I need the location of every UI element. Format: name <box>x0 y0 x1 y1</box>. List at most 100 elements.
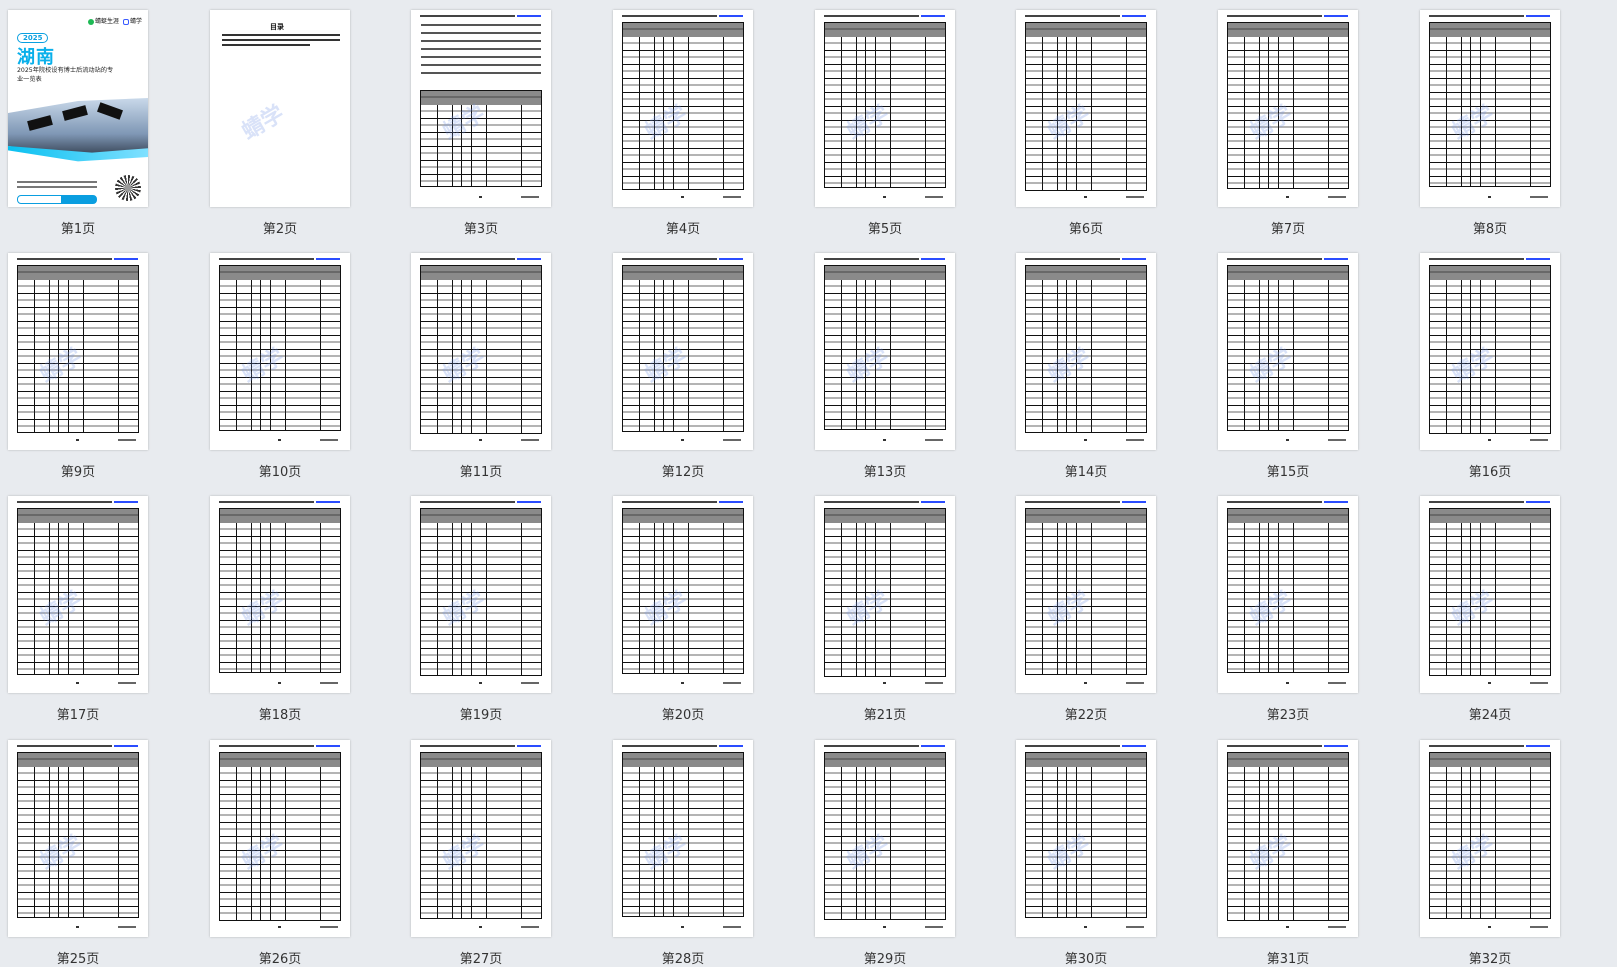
page-label[interactable]: 第19页 <box>459 708 503 723</box>
page-label[interactable]: 第31页 <box>1266 952 1310 967</box>
page-label[interactable]: 第29页 <box>863 952 907 967</box>
page-label[interactable]: 第26页 <box>258 952 302 967</box>
page-thumbnail-26[interactable]: 蜻学 <box>210 740 350 937</box>
page-thumbnail-18[interactable]: 蜻学 <box>210 496 350 693</box>
data-table <box>420 90 542 187</box>
brand-logo-icon <box>87 18 94 25</box>
page-thumbnail-15[interactable]: 蜻学 <box>1218 253 1358 450</box>
page-thumbnail-10[interactable]: 蜻学 <box>210 253 350 450</box>
page-thumbnail-21[interactable]: 蜻学 <box>815 496 955 693</box>
page-label[interactable]: 第24页 <box>1468 708 1512 723</box>
page-thumbnail-11[interactable]: 蜻学 <box>411 253 551 450</box>
cover-year: 2025 <box>17 33 49 43</box>
page-label[interactable]: 第18页 <box>258 708 302 723</box>
page-thumbnail-17[interactable]: 蜻学 <box>8 496 148 693</box>
page-label[interactable]: 第3页 <box>463 222 499 237</box>
page-label[interactable]: 第17页 <box>56 708 100 723</box>
data-table <box>1025 508 1147 675</box>
page-label[interactable]: 第7页 <box>1270 222 1306 237</box>
data-table <box>420 508 542 676</box>
contact-pill <box>17 195 97 204</box>
data-table <box>622 752 744 917</box>
page-label[interactable]: 第20页 <box>661 708 705 723</box>
page-label[interactable]: 第2页 <box>262 222 298 237</box>
page-label[interactable]: 第22页 <box>1064 708 1108 723</box>
cover-province: 湖南 <box>17 47 55 68</box>
page-thumbnail-9[interactable]: 蜻学 <box>8 253 148 450</box>
page-thumbnail-12[interactable]: 蜻学 <box>613 253 753 450</box>
data-table <box>219 752 341 921</box>
page-label[interactable]: 第10页 <box>258 465 302 480</box>
page-thumbnail-13[interactable]: 蜻学 <box>815 253 955 450</box>
page-label[interactable]: 第27页 <box>459 952 503 967</box>
page-thumbnail-7[interactable]: 蜻学 <box>1218 10 1358 207</box>
page-thumbnail-23[interactable]: 蜻学 <box>1218 496 1358 693</box>
data-table <box>1227 508 1349 673</box>
cover-brand: 蜻蜓生涯 蜻学 <box>87 16 142 25</box>
page-label[interactable]: 第30页 <box>1064 952 1108 967</box>
data-table <box>17 265 139 433</box>
page-label[interactable]: 第5页 <box>867 222 903 237</box>
page-label[interactable]: 第6页 <box>1068 222 1104 237</box>
data-table <box>824 508 946 677</box>
page-label[interactable]: 第14页 <box>1064 465 1108 480</box>
page-label[interactable]: 第9页 <box>60 465 96 480</box>
data-table <box>1429 22 1551 187</box>
data-table <box>17 508 139 675</box>
page-label[interactable]: 第15页 <box>1266 465 1310 480</box>
page-label[interactable]: 第25页 <box>56 952 100 967</box>
page-thumbnail-31[interactable]: 蜻学 <box>1218 740 1358 937</box>
page-label[interactable]: 第12页 <box>661 465 705 480</box>
page-thumbnail-27[interactable]: 蜻学 <box>411 740 551 937</box>
page-label[interactable]: 第13页 <box>863 465 907 480</box>
page-thumbnail-29[interactable]: 蜻学 <box>815 740 955 937</box>
page-label[interactable]: 第23页 <box>1266 708 1310 723</box>
page-thumbnail-3[interactable]: 蜻学 <box>411 10 551 207</box>
page-thumbnail-28[interactable]: 蜻学 <box>613 740 753 937</box>
page-thumbnail-30[interactable]: 蜻学 <box>1016 740 1156 937</box>
data-table <box>824 22 946 188</box>
page-thumbnail-2[interactable]: 目录 蜻学 <box>210 10 350 207</box>
data-table <box>824 752 946 920</box>
page-thumbnail-4[interactable]: 蜻学 <box>613 10 753 207</box>
data-table <box>219 265 341 431</box>
page-label[interactable]: 第32页 <box>1468 952 1512 967</box>
data-table <box>622 265 744 432</box>
brand-left: 蜻蜓生涯 <box>94 18 119 25</box>
page-thumbnail-16[interactable]: 蜻学 <box>1420 253 1560 450</box>
data-table <box>622 508 744 674</box>
data-table <box>1227 752 1349 921</box>
data-table <box>420 752 542 919</box>
brand-right: 蜻学 <box>129 18 142 25</box>
data-table <box>1227 22 1349 189</box>
page-thumbnail-8[interactable]: 蜻学 <box>1420 10 1560 207</box>
page-thumbnail-6[interactable]: 蜻学 <box>1016 10 1156 207</box>
data-table <box>1429 265 1551 434</box>
page-thumbnail-1[interactable]: 蜻蜓生涯 蜻学 2025 湖南 2025年院校设有博士后流动站的专业一览表 <box>8 10 148 207</box>
page-label[interactable]: 第28页 <box>661 952 705 967</box>
brand-logo-icon <box>122 18 129 25</box>
page-thumbnail-32[interactable]: 蜻学 <box>1420 740 1560 937</box>
page-thumbnail-19[interactable]: 蜻学 <box>411 496 551 693</box>
page-label[interactable]: 第21页 <box>863 708 907 723</box>
page-label[interactable]: 第11页 <box>459 465 503 480</box>
page-thumbnail-14[interactable]: 蜻学 <box>1016 253 1156 450</box>
page-label[interactable]: 第4页 <box>665 222 701 237</box>
data-table <box>1429 508 1551 676</box>
page-label[interactable]: 第16页 <box>1468 465 1512 480</box>
page-thumbnail-22[interactable]: 蜻学 <box>1016 496 1156 693</box>
page-thumbnail-25[interactable]: 蜻学 <box>8 740 148 937</box>
data-table <box>1025 265 1147 433</box>
watermark: 蜻学 <box>237 101 289 145</box>
page-label[interactable]: 第8页 <box>1472 222 1508 237</box>
data-table <box>219 508 341 673</box>
data-table <box>1429 752 1551 919</box>
data-table <box>1025 22 1147 191</box>
page-thumbnail-20[interactable]: 蜻学 <box>613 496 753 693</box>
data-table <box>420 265 542 434</box>
data-table <box>622 22 744 190</box>
page-label[interactable]: 第1页 <box>60 222 96 237</box>
cover-subtitle: 2025年院校设有博士后流动站的专业一览表 <box>17 67 114 83</box>
page-thumbnail-5[interactable]: 蜻学 <box>815 10 955 207</box>
page-thumbnail-24[interactable]: 蜻学 <box>1420 496 1560 693</box>
